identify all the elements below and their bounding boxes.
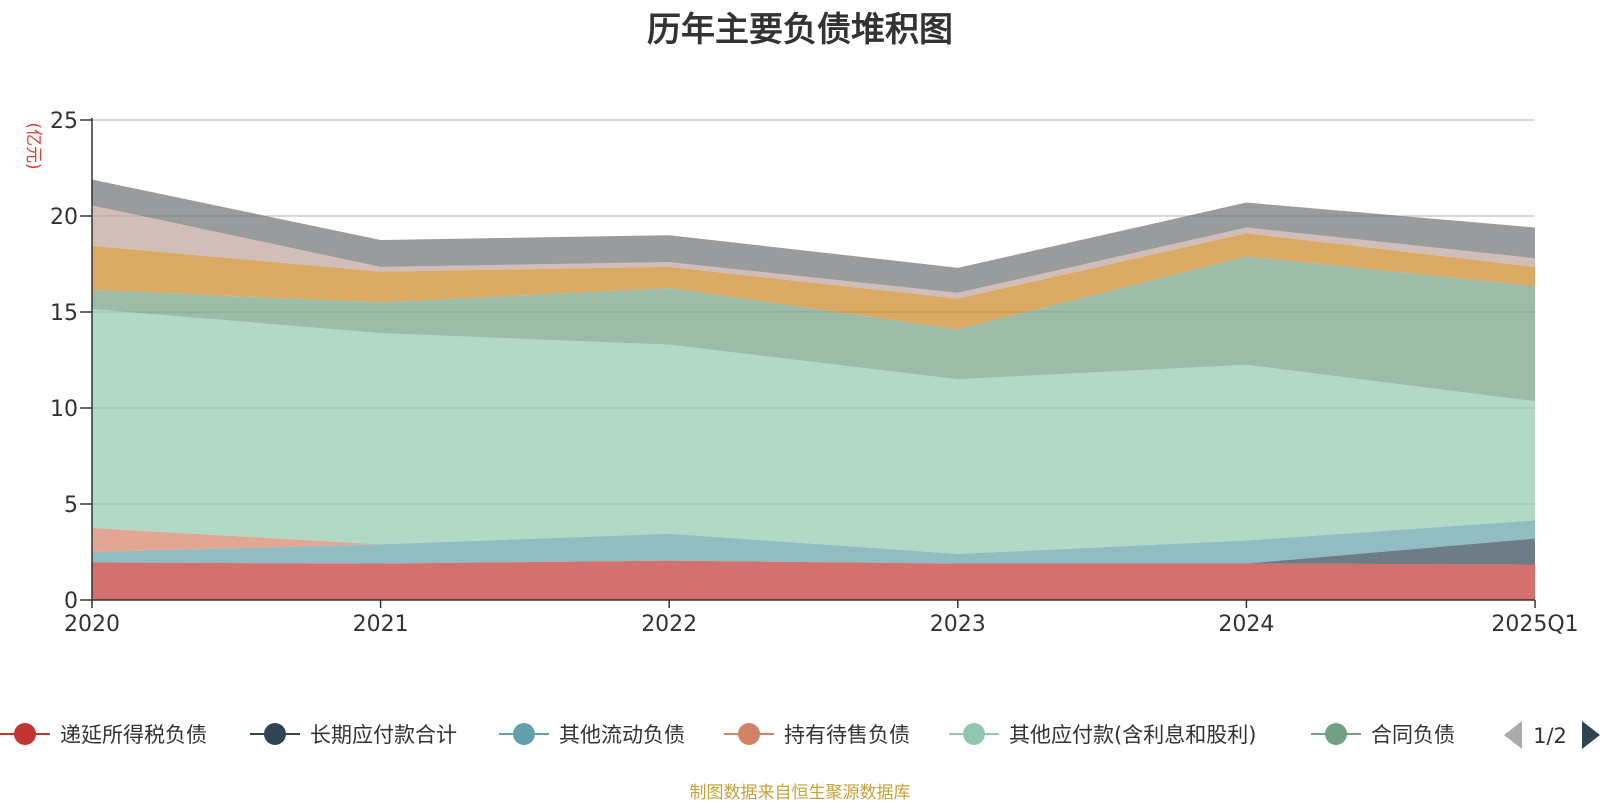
legend-item[interactable]: 其他流动负债 (499, 723, 685, 747)
legend-marker (963, 723, 985, 745)
legend-item[interactable]: 合同负债 (1311, 723, 1455, 747)
legend-label: 合同负债 (1371, 723, 1455, 747)
legend-page-indicator: 1/2 (1533, 724, 1567, 748)
y-tick-label: 0 (64, 589, 78, 614)
legend-item[interactable]: 长期应付款合计 (250, 723, 457, 747)
y-tick-label: 25 (50, 109, 78, 134)
area-series-1 (92, 538, 1535, 565)
legend-prev-icon[interactable] (1504, 721, 1522, 749)
legend-marker (513, 723, 535, 745)
x-tick-label: 2025Q1 (1491, 612, 1578, 637)
source-note: 制图数据来自恒生聚源数据库 (689, 783, 911, 803)
x-tick-label: 2024 (1218, 612, 1274, 637)
x-tick-label: 2022 (641, 612, 697, 637)
y-axis-label: (亿元) (23, 122, 43, 169)
area-series-2 (92, 520, 1535, 564)
area-series-8 (92, 179, 1535, 293)
legend-marker (1325, 723, 1347, 745)
axis-layer: 0 5 10 15 20 25 2020 2021 2022 2023 2024 2025Q1 (亿元) (23, 109, 1579, 637)
legend-layer: 递延所得税负债 长期应付款合计 其他流动负债 持有待售负债 其他应付款(含利息和股利) 合… (0, 721, 1600, 749)
area-series-0 (92, 560, 1535, 600)
legend-label: 持有待售负债 (784, 723, 910, 747)
area-series-4 (92, 309, 1535, 554)
chart-title: 历年主要负债堆积图 (647, 10, 953, 50)
legend-label: 其他应付款(含利息和股利) (1009, 723, 1256, 747)
legend-next-icon[interactable] (1582, 721, 1600, 749)
legend-label: 长期应付款合计 (310, 723, 457, 747)
legend-item[interactable]: 其他应付款(含利息和股利) (949, 723, 1256, 747)
legend-item[interactable]: 持有待售负债 (724, 723, 910, 747)
y-tick-label: 15 (50, 301, 78, 326)
x-tick-label: 2020 (64, 612, 120, 637)
y-tick-label: 10 (50, 397, 78, 422)
legend-label: 其他流动负债 (559, 723, 685, 747)
legend-marker (264, 723, 286, 745)
area-layer (92, 179, 1535, 600)
area-series-7 (92, 205, 1535, 299)
x-tick-label: 2021 (353, 612, 409, 637)
legend-label: 递延所得税负债 (60, 723, 207, 747)
legend-item[interactable]: 递延所得税负债 (0, 723, 207, 747)
legend-marker (738, 723, 760, 745)
y-tick-label: 20 (50, 205, 78, 230)
area-series-5 (92, 256, 1535, 402)
area-series-6 (92, 233, 1535, 330)
x-tick-label: 2023 (930, 612, 986, 637)
legend-marker (14, 723, 36, 745)
y-tick-label: 5 (64, 493, 78, 518)
